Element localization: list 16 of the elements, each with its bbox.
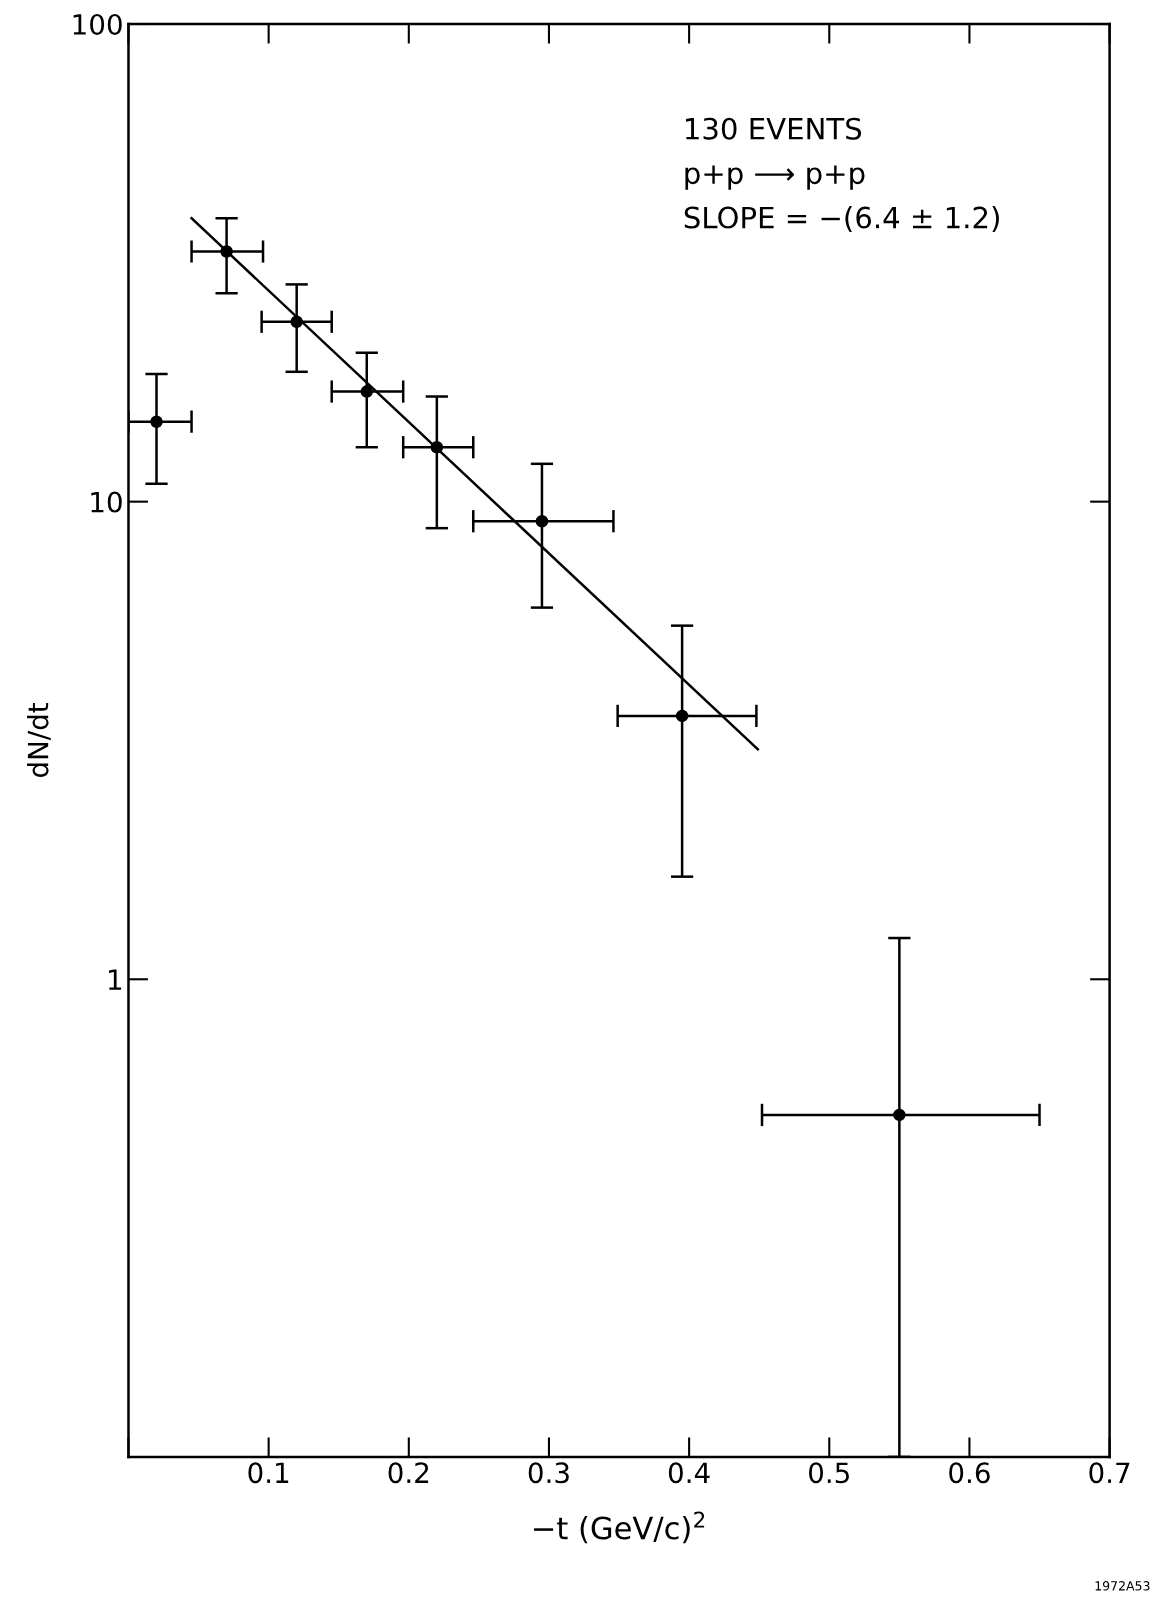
y-axis-title: dN/dt [27, 702, 51, 778]
annotation: p+p ⟶ p+p [685, 165, 865, 190]
y-tick-label: 100 [73, 13, 122, 35]
text: 1972A53 [1095, 1581, 1150, 1591]
x-tick-label: 0.3 [528, 1462, 569, 1484]
x-tick-label: 0.1 [248, 1462, 289, 1484]
x-tick-label: 0.2 [388, 1462, 429, 1484]
x-tick-label: 0.5 [809, 1462, 849, 1484]
x-tick-label: 0.7 [1089, 1462, 1130, 1484]
x-axis-title: −t (GeV/c)$^{2}$ [533, 1511, 705, 1544]
y-tick-label: 10 [91, 491, 122, 513]
x-tick-label: 0.6 [949, 1462, 990, 1484]
annotation: 130 EVENTS [686, 117, 862, 140]
y-tick-label: 1 [109, 969, 122, 990]
annotation: SLOPE = −(6.4 ± 1.2) [684, 206, 999, 232]
x-tick-label: 0.4 [668, 1462, 710, 1484]
